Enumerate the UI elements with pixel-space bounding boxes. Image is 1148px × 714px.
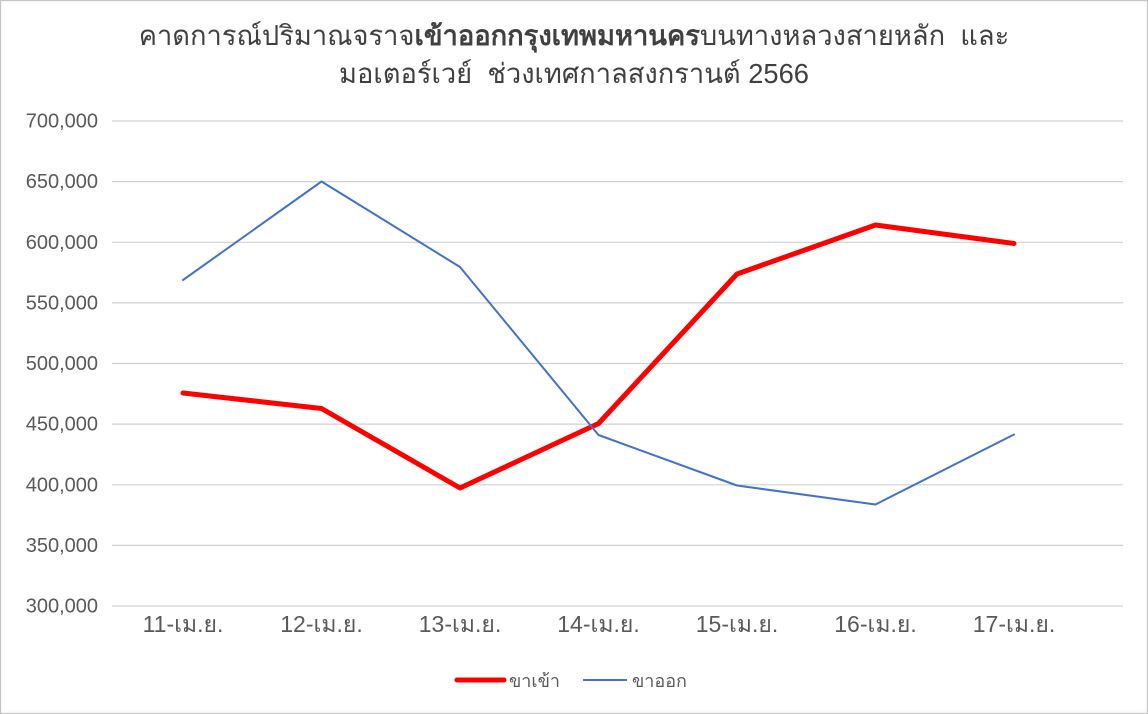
svg-text:15-เม.ย.: 15-เม.ย. bbox=[696, 611, 779, 637]
svg-text:500,000: 500,000 bbox=[26, 353, 98, 375]
svg-text:450,000: 450,000 bbox=[26, 414, 98, 436]
svg-text:ขาออก: ขาออก bbox=[632, 671, 687, 691]
svg-text:550,000: 550,000 bbox=[26, 292, 98, 314]
svg-text:ขาเข้า: ขาเข้า bbox=[509, 671, 560, 691]
svg-text:17-เม.ย.: 17-เม.ย. bbox=[973, 611, 1056, 637]
svg-text:700,000: 700,000 bbox=[26, 111, 98, 133]
svg-text:350,000: 350,000 bbox=[26, 535, 98, 557]
svg-text:12-เม.ย.: 12-เม.ย. bbox=[280, 611, 363, 637]
svg-text:16-เม.ย.: 16-เม.ย. bbox=[834, 611, 917, 637]
svg-text:400,000: 400,000 bbox=[26, 474, 98, 496]
svg-text:13-เม.ย.: 13-เม.ย. bbox=[419, 611, 502, 637]
svg-text:11-เม.ย.: 11-เม.ย. bbox=[143, 611, 224, 637]
svg-text:14-เม.ย.: 14-เม.ย. bbox=[557, 611, 640, 637]
svg-text:650,000: 650,000 bbox=[26, 171, 98, 193]
svg-text:300,000: 300,000 bbox=[26, 596, 98, 618]
svg-text:600,000: 600,000 bbox=[26, 232, 98, 254]
